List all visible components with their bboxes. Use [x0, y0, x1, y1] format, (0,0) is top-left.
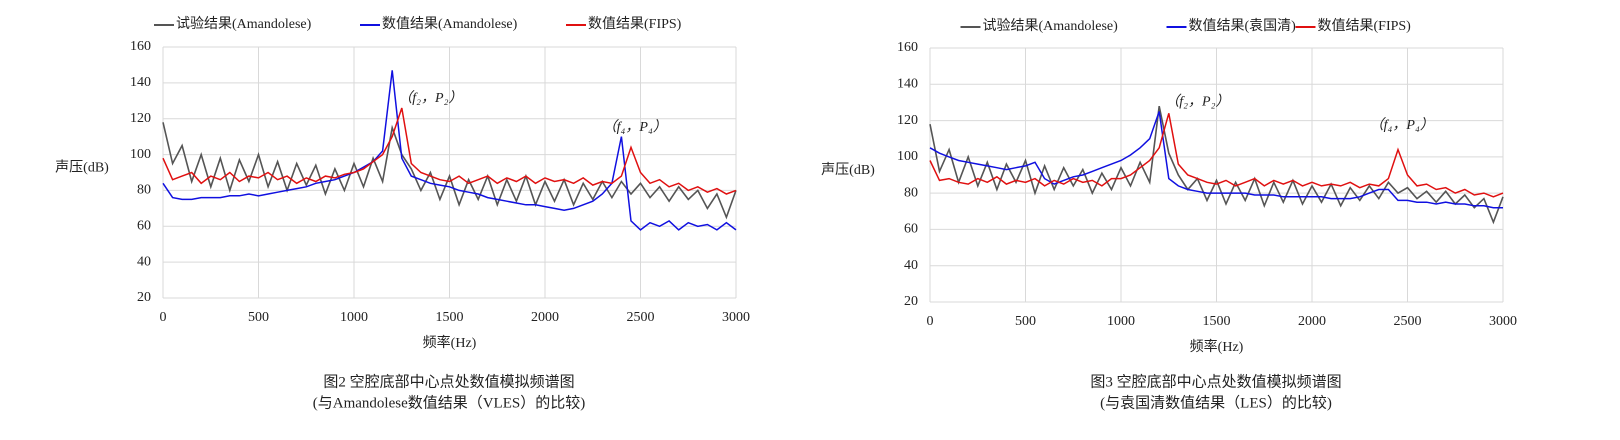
x-axis-label: 频率(Hz): [423, 334, 477, 351]
series-line: [929, 113, 1504, 198]
y-tick-label: 20: [904, 294, 918, 309]
legend-label: 数值结果(袁国清): [1189, 18, 1297, 34]
legend-label: 试验结果(Amandolese): [983, 18, 1119, 34]
legend-label: 试验结果(Amandolese): [176, 16, 312, 32]
x-tick-label: 0: [160, 310, 167, 325]
annotation: （f₄，P₄）: [603, 119, 667, 135]
y-axis-label: 声压(dB): [55, 160, 109, 176]
x-tick-label: 2000: [531, 310, 559, 325]
y-tick-label: 140: [897, 77, 918, 92]
x-tick-label: 1500: [1203, 314, 1231, 329]
caption: (与袁国清数值结果（LES）的比较): [1100, 393, 1332, 411]
series-line: [162, 70, 737, 231]
y-tick-label: 80: [137, 183, 151, 198]
series-line: [162, 107, 737, 195]
y-tick-label: 60: [904, 222, 918, 237]
y-tick-label: 60: [137, 219, 151, 234]
annotation: （f₄，P₄）: [1370, 117, 1434, 133]
x-tick-label: 1000: [1107, 314, 1135, 329]
y-tick-label: 120: [130, 111, 151, 126]
x-tick-label: 500: [248, 310, 269, 325]
y-tick-label: 140: [130, 75, 151, 90]
caption: 图2 空腔底部中心点处数值模拟频谱图: [323, 373, 574, 390]
series-line: [929, 111, 1503, 209]
y-tick-label: 20: [137, 290, 151, 305]
caption: (与Amandolese数值结果（VLES）的比较): [313, 393, 585, 411]
x-tick-label: 0: [927, 314, 934, 329]
x-tick-label: 500: [1015, 314, 1036, 329]
y-tick-label: 120: [897, 113, 918, 128]
annotation: （f₂，P₂）: [398, 90, 462, 106]
y-tick-label: 160: [130, 39, 151, 54]
x-tick-label: 1000: [340, 310, 368, 325]
legend-label: 数值结果(FIPS): [1318, 18, 1412, 34]
x-tick-label: 3000: [1489, 314, 1517, 329]
series-line: [162, 122, 737, 220]
x-tick-label: 3000: [722, 310, 750, 325]
legend-label: 数值结果(FIPS): [588, 16, 682, 32]
annotation: （f₂，P₂）: [1165, 94, 1229, 110]
y-tick-label: 100: [130, 147, 151, 162]
x-tick-label: 1500: [436, 310, 464, 325]
y-tick-label: 40: [904, 258, 918, 273]
x-tick-label: 2500: [1394, 314, 1422, 329]
x-axis-label: 频率(Hz): [1190, 338, 1244, 355]
caption: 图3 空腔底部中心点处数值模拟频谱图: [1090, 373, 1341, 390]
y-tick-label: 80: [904, 185, 918, 200]
x-tick-label: 2000: [1298, 314, 1326, 329]
y-tick-label: 160: [897, 40, 918, 55]
y-axis-label: 声压(dB): [821, 162, 875, 178]
x-tick-label: 2500: [627, 310, 655, 325]
y-tick-label: 100: [897, 149, 918, 164]
series-line: [929, 105, 1504, 225]
y-tick-label: 40: [137, 254, 151, 269]
legend-label: 数值结果(Amandolese): [382, 16, 518, 32]
